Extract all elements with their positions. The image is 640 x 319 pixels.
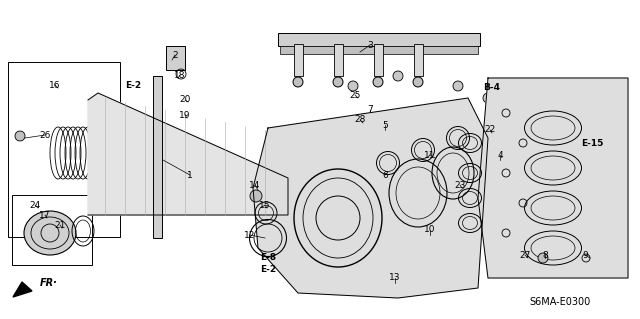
Text: 18: 18 bbox=[174, 70, 186, 79]
Text: 12: 12 bbox=[244, 231, 256, 240]
Text: 17: 17 bbox=[39, 211, 51, 219]
Text: 16: 16 bbox=[49, 80, 61, 90]
Bar bbox=[334, 44, 343, 76]
Text: 10: 10 bbox=[424, 226, 436, 234]
Polygon shape bbox=[253, 98, 488, 298]
Text: 4: 4 bbox=[497, 151, 503, 160]
Polygon shape bbox=[88, 93, 288, 215]
Text: 26: 26 bbox=[39, 130, 51, 139]
Circle shape bbox=[453, 81, 463, 91]
Text: 5: 5 bbox=[382, 121, 388, 130]
Bar bbox=[280, 46, 478, 54]
Bar bbox=[294, 44, 303, 76]
Text: 19: 19 bbox=[179, 110, 191, 120]
Text: 20: 20 bbox=[179, 95, 191, 105]
Text: 27: 27 bbox=[519, 250, 531, 259]
Text: 28: 28 bbox=[355, 115, 365, 124]
Bar bbox=[153, 76, 162, 238]
Text: 22: 22 bbox=[484, 125, 495, 135]
Text: 15: 15 bbox=[259, 201, 271, 210]
Bar bbox=[8, 62, 120, 237]
Text: 9: 9 bbox=[582, 250, 588, 259]
Text: 8: 8 bbox=[542, 250, 548, 259]
Text: 1: 1 bbox=[187, 170, 193, 180]
Text: 21: 21 bbox=[54, 220, 66, 229]
Bar bbox=[278, 33, 480, 46]
Text: 2: 2 bbox=[172, 50, 178, 60]
Text: 24: 24 bbox=[29, 201, 40, 210]
Text: 7: 7 bbox=[367, 106, 373, 115]
Circle shape bbox=[413, 77, 423, 87]
Circle shape bbox=[293, 77, 303, 87]
Text: B-4: B-4 bbox=[483, 84, 500, 93]
Circle shape bbox=[15, 131, 25, 141]
Polygon shape bbox=[13, 282, 32, 297]
Text: 13: 13 bbox=[389, 273, 401, 283]
Circle shape bbox=[333, 77, 343, 87]
Text: S6MA-E0300: S6MA-E0300 bbox=[529, 297, 591, 307]
Text: 6: 6 bbox=[382, 170, 388, 180]
Text: E-15: E-15 bbox=[581, 138, 603, 147]
Circle shape bbox=[348, 81, 358, 91]
Text: 23: 23 bbox=[454, 181, 466, 189]
Bar bbox=[166, 46, 185, 70]
Text: FR·: FR· bbox=[40, 278, 58, 288]
Circle shape bbox=[483, 93, 493, 103]
Circle shape bbox=[373, 77, 383, 87]
Bar bbox=[374, 44, 383, 76]
Text: E-2: E-2 bbox=[125, 80, 141, 90]
Bar bbox=[12, 195, 92, 265]
Text: 11: 11 bbox=[424, 151, 436, 160]
Bar bbox=[414, 44, 423, 76]
Text: 14: 14 bbox=[250, 181, 260, 189]
Circle shape bbox=[250, 190, 262, 202]
Circle shape bbox=[393, 71, 403, 81]
Circle shape bbox=[538, 253, 548, 263]
Text: 25: 25 bbox=[349, 91, 361, 100]
Text: 3: 3 bbox=[367, 41, 373, 49]
Text: E-2: E-2 bbox=[260, 265, 276, 275]
Text: E-8: E-8 bbox=[260, 254, 276, 263]
Ellipse shape bbox=[24, 211, 76, 255]
Polygon shape bbox=[478, 78, 628, 278]
